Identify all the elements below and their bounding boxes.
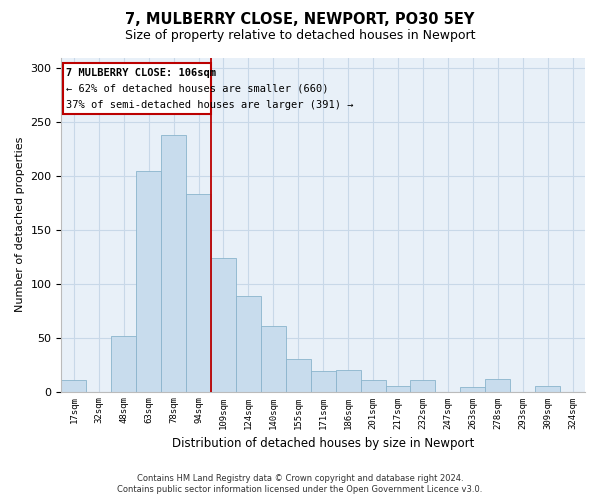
Y-axis label: Number of detached properties: Number of detached properties (15, 137, 25, 312)
Bar (311, 371, 335, 392)
Text: 7, MULBERRY CLOSE, NEWPORT, PO30 5EY: 7, MULBERRY CLOSE, NEWPORT, PO30 5EY (125, 12, 475, 28)
Text: Size of property relative to detached houses in Newport: Size of property relative to detached ho… (125, 29, 475, 42)
Bar (161, 135, 186, 392)
Bar (410, 380, 436, 392)
Bar (535, 386, 560, 392)
Bar (111, 336, 136, 392)
Bar (211, 258, 236, 392)
Bar (186, 194, 211, 392)
Text: Contains HM Land Registry data © Crown copyright and database right 2024.
Contai: Contains HM Land Registry data © Crown c… (118, 474, 482, 494)
Bar (136, 170, 161, 392)
Bar (236, 296, 261, 392)
Bar (261, 326, 286, 392)
Bar (335, 370, 361, 392)
Bar (361, 380, 386, 392)
Bar (61, 380, 86, 392)
FancyBboxPatch shape (62, 63, 211, 114)
Bar (286, 359, 311, 392)
Bar (485, 378, 510, 392)
X-axis label: Distribution of detached houses by size in Newport: Distribution of detached houses by size … (172, 437, 475, 450)
Text: 7 MULBERRY CLOSE: 106sqm: 7 MULBERRY CLOSE: 106sqm (67, 68, 217, 78)
Bar (460, 387, 485, 392)
Text: ← 62% of detached houses are smaller (660): ← 62% of detached houses are smaller (66… (67, 84, 329, 94)
Bar (386, 386, 410, 392)
Text: 37% of semi-detached houses are larger (391) →: 37% of semi-detached houses are larger (… (67, 100, 354, 110)
